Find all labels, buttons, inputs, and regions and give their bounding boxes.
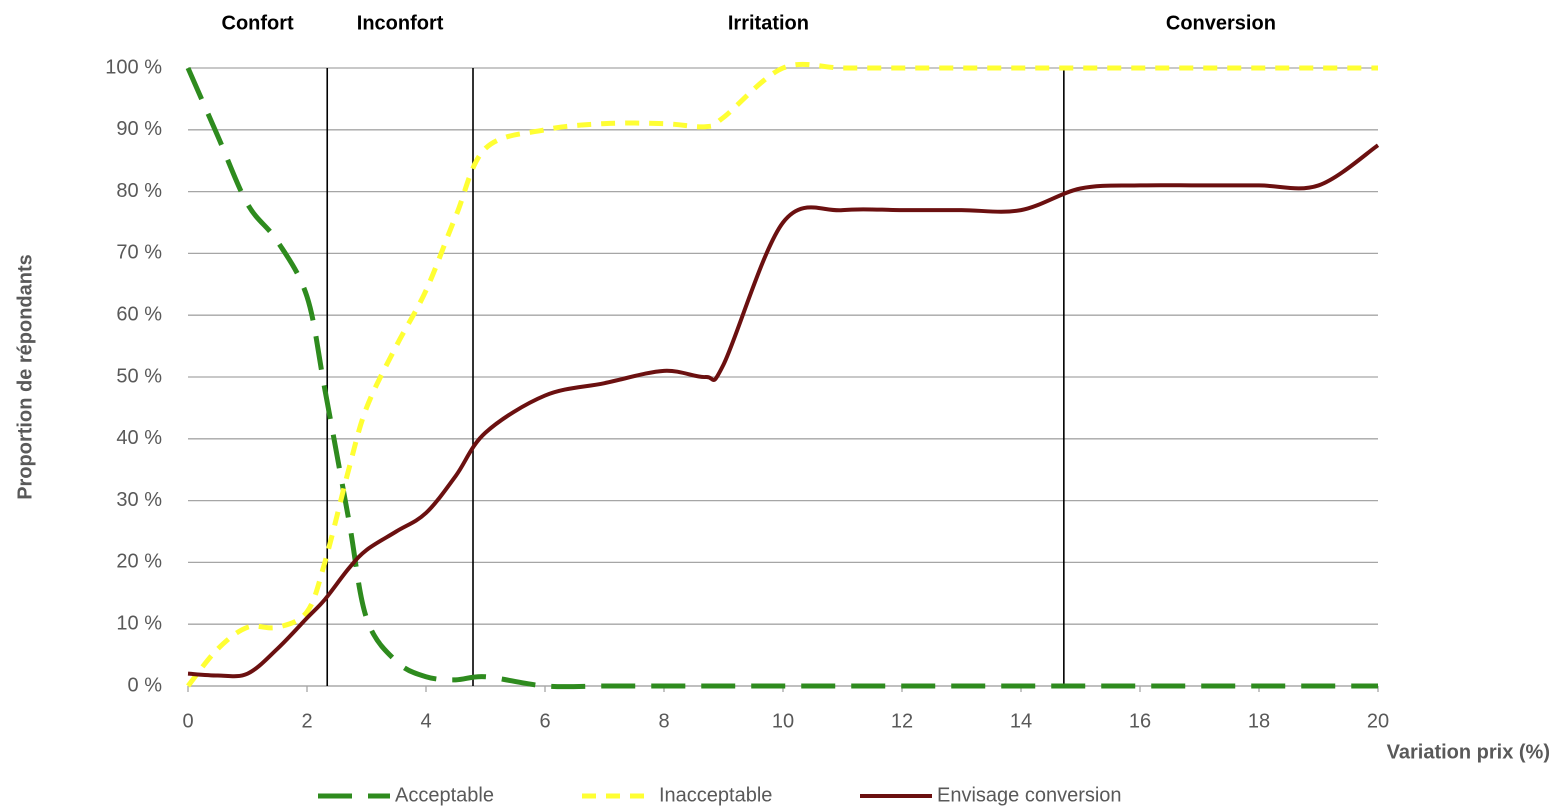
- legend-label: Inacceptable: [659, 784, 772, 806]
- y-tick-label: 100 %: [105, 56, 162, 78]
- series-line: [186, 61, 1378, 688]
- y-tick-label: 20 %: [116, 551, 162, 573]
- y-tick-label: 30 %: [116, 489, 162, 511]
- zone-label: Inconfort: [357, 12, 444, 34]
- y-tick-label: 0 %: [128, 674, 163, 696]
- legend-label: Envisage conversion: [937, 784, 1122, 806]
- x-tick-label: 0: [182, 710, 193, 732]
- y-tick-label: 40 %: [116, 427, 162, 449]
- x-tick-label: 20: [1367, 710, 1389, 732]
- series-line: [185, 66, 1378, 690]
- x-tick-label: 4: [420, 710, 431, 732]
- x-tick-label: 6: [539, 710, 550, 732]
- y-tick-label: 60 %: [116, 303, 162, 325]
- y-tick-label: 10 %: [116, 612, 162, 634]
- x-tick-label: 10: [772, 710, 794, 732]
- x-tick-label: 16: [1129, 710, 1151, 732]
- y-axis-title: Proportion de répondants: [14, 254, 36, 500]
- x-tick-label: 18: [1248, 710, 1270, 732]
- zone-label: Conversion: [1166, 12, 1276, 34]
- x-tick-label: 12: [891, 710, 913, 732]
- series-line: [187, 143, 1380, 679]
- legend-label: Acceptable: [395, 784, 494, 806]
- y-tick-label: 80 %: [116, 180, 162, 202]
- y-tick-label: 90 %: [116, 118, 162, 140]
- y-tick-label: 50 %: [116, 365, 162, 387]
- y-tick-label: 70 %: [116, 242, 162, 264]
- x-tick-label: 14: [1010, 710, 1032, 732]
- x-tick-label: 2: [301, 710, 312, 732]
- x-axis-title: Variation prix (%): [1387, 741, 1550, 763]
- x-tick-label: 8: [658, 710, 669, 732]
- zone-label: Irritation: [728, 12, 809, 34]
- zone-label: Confort: [222, 12, 295, 34]
